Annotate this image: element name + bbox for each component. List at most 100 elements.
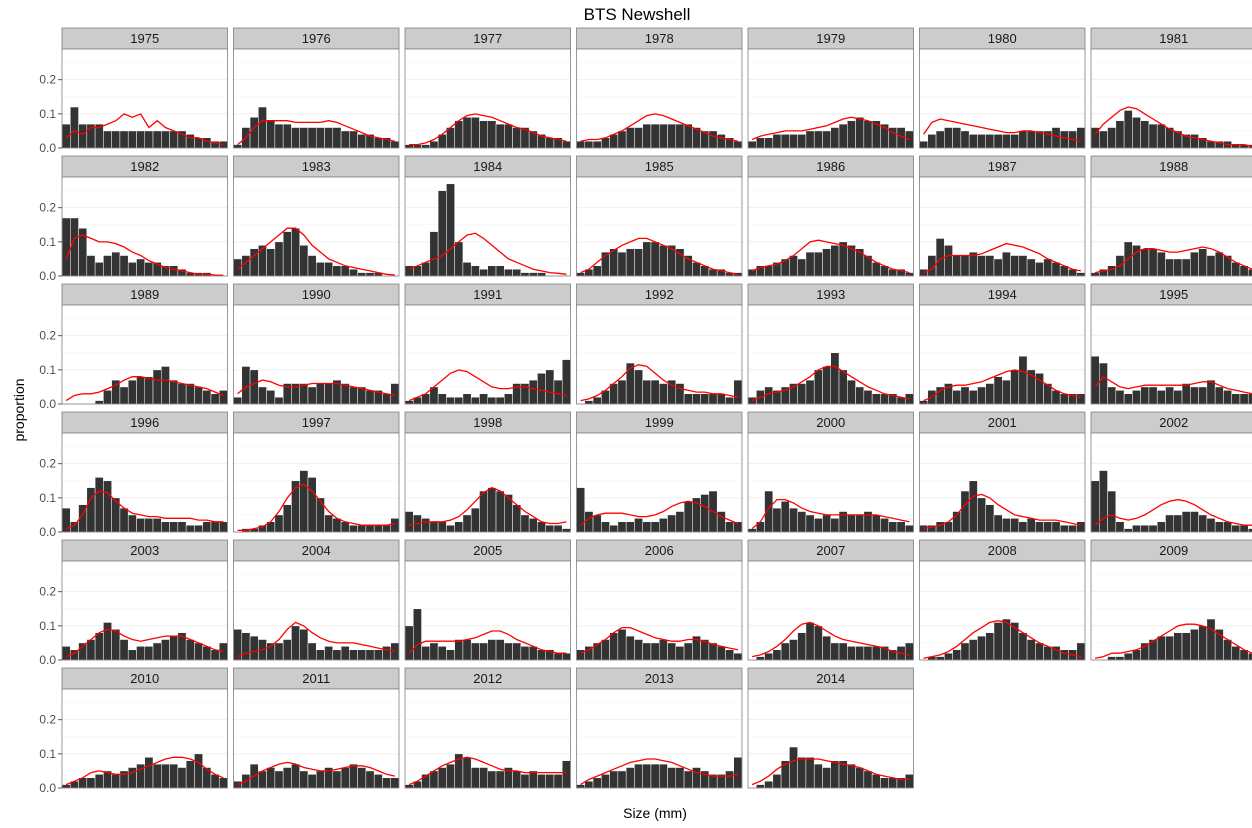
histogram-bar xyxy=(470,642,480,661)
histogram-bar xyxy=(94,477,104,533)
histogram-bar xyxy=(249,635,259,661)
histogram-bar xyxy=(307,774,317,789)
histogram-bar xyxy=(1223,639,1232,661)
histogram-bar xyxy=(274,396,284,405)
histogram-bar xyxy=(830,245,840,277)
histogram-bar xyxy=(462,262,472,277)
histogram-bar xyxy=(487,120,497,149)
histogram-bar xyxy=(470,507,480,533)
facet-panel: 1997 xyxy=(233,411,400,533)
histogram-bar xyxy=(553,524,563,533)
histogram-bar xyxy=(169,265,179,277)
histogram-bar xyxy=(512,268,522,277)
histogram-bar xyxy=(365,770,375,789)
histogram-bar xyxy=(692,262,701,277)
histogram-bar xyxy=(1051,390,1061,405)
histogram-bar xyxy=(266,767,276,789)
histogram-bar xyxy=(365,649,375,661)
histogram-bar xyxy=(479,120,489,149)
histogram-bar xyxy=(202,390,212,405)
histogram-bar xyxy=(299,245,309,277)
histogram-bar xyxy=(332,649,342,661)
histogram-bar xyxy=(780,642,790,661)
histogram-bar xyxy=(855,117,865,149)
histogram-bar xyxy=(1140,386,1150,405)
histogram-bar xyxy=(789,134,798,149)
histogram-bar xyxy=(169,521,179,533)
panel-border xyxy=(404,432,571,533)
histogram-bar xyxy=(634,248,643,277)
histogram-bar xyxy=(152,518,162,533)
histogram-bar xyxy=(1051,127,1061,149)
histogram-bar xyxy=(537,272,546,277)
histogram-bar xyxy=(1018,355,1028,405)
histogram-bar xyxy=(349,524,358,533)
histogram-bar xyxy=(1076,521,1086,533)
histogram-bar xyxy=(462,393,472,405)
histogram-bar xyxy=(1090,480,1100,533)
histogram-bar xyxy=(144,376,154,405)
panel-border xyxy=(61,560,228,661)
histogram-bar xyxy=(1123,652,1133,661)
fit-line xyxy=(237,483,396,531)
facet-panel: 1993 xyxy=(747,283,914,405)
facet-strip-label: 1980 xyxy=(988,31,1017,46)
fit-line xyxy=(65,113,224,146)
histogram-bar xyxy=(764,137,774,149)
histogram-bar xyxy=(1010,134,1020,149)
histogram-bar xyxy=(952,255,962,277)
histogram-bar xyxy=(1115,120,1125,149)
histogram-bar xyxy=(404,265,414,277)
histogram-bar xyxy=(1148,386,1158,405)
histogram-bar xyxy=(299,383,309,405)
facet-panel: 1994 xyxy=(919,283,1086,405)
histogram-bar xyxy=(169,635,179,661)
histogram-bar xyxy=(194,753,203,789)
facet-strip-label: 1996 xyxy=(130,415,159,430)
histogram-bar xyxy=(1181,511,1191,533)
histogram-bar xyxy=(625,362,635,405)
histogram-bar xyxy=(822,366,831,405)
histogram-bar xyxy=(185,639,195,661)
histogram-bar xyxy=(462,514,472,533)
histogram-bar xyxy=(340,767,350,789)
panel-border xyxy=(576,48,743,149)
histogram-bar xyxy=(479,642,489,661)
histogram-bar xyxy=(1223,390,1232,405)
histogram-bar xyxy=(202,646,212,661)
facet-strip-label: 1989 xyxy=(130,287,159,302)
histogram-bar xyxy=(282,231,292,277)
histogram-bar xyxy=(1132,117,1141,149)
fit-line xyxy=(751,621,910,658)
histogram-bar xyxy=(1190,134,1199,149)
histogram-bar xyxy=(650,379,660,405)
histogram-bar xyxy=(111,629,121,661)
histogram-bar xyxy=(144,262,154,277)
histogram-bar xyxy=(830,352,840,405)
histogram-bar xyxy=(61,784,71,789)
histogram-bar xyxy=(592,265,602,277)
facet-strip-label: 1984 xyxy=(473,159,502,174)
histogram-bar xyxy=(520,272,530,277)
facet-strip-label: 2013 xyxy=(645,671,674,686)
histogram-bar xyxy=(421,144,431,149)
panel-border xyxy=(233,560,400,661)
histogram-bar xyxy=(282,639,292,661)
fit-line xyxy=(923,242,1082,274)
histogram-bar xyxy=(266,390,276,405)
histogram-bar xyxy=(1043,646,1053,661)
histogram-bar xyxy=(609,524,619,533)
histogram-bar xyxy=(495,490,505,533)
histogram-bar xyxy=(495,123,505,149)
histogram-bar xyxy=(993,514,1003,533)
histogram-bar xyxy=(152,642,162,661)
y-tick-label: 0.1 xyxy=(39,107,56,121)
histogram-bar xyxy=(144,757,154,789)
histogram-bar xyxy=(1123,393,1133,405)
histogram-bar xyxy=(1123,528,1133,533)
histogram-bar xyxy=(1198,625,1208,661)
histogram-bar xyxy=(1051,521,1061,533)
histogram-bar xyxy=(103,255,112,277)
histogram-bar xyxy=(952,390,962,405)
histogram-bar xyxy=(708,393,718,405)
